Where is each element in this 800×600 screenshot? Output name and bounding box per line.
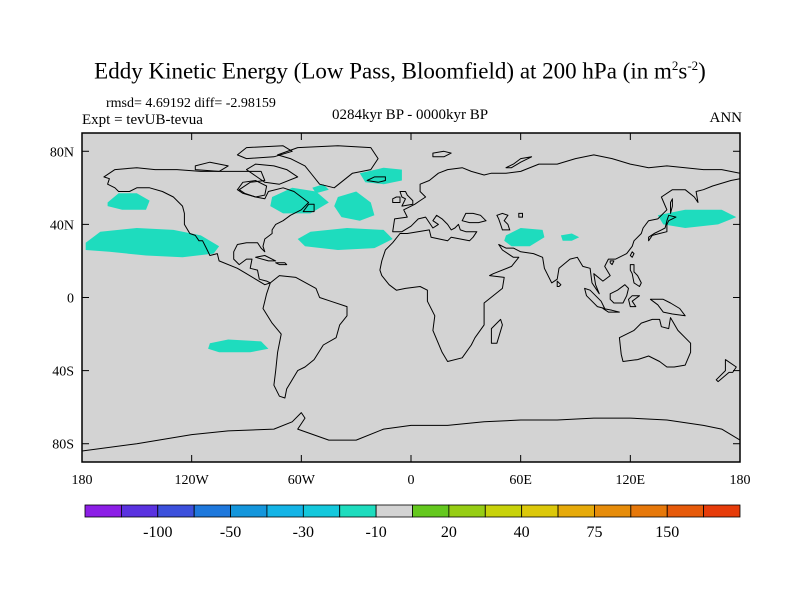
colorbar-box — [448, 504, 486, 518]
colorbar-box — [302, 504, 341, 518]
colorbar-box — [266, 504, 304, 518]
title-mid: s — [678, 58, 688, 84]
coastline-java — [602, 308, 620, 313]
coastline-madagascar — [490, 318, 503, 344]
x-tick-label: 180 — [730, 473, 751, 488]
chart-title: Eddy Kinetic Energy (Low Pass, Bloomfiel… — [0, 58, 800, 85]
coastline-new-guinea — [649, 298, 686, 317]
colorbar-box — [703, 504, 741, 518]
coastline-north-america — [103, 167, 310, 286]
coastline-victoria-island — [194, 161, 229, 172]
colorbar-label: -50 — [220, 524, 241, 541]
colorbar-box — [339, 504, 377, 518]
colorbar-label: -100 — [143, 524, 172, 541]
coastline-newfoundland-island — [302, 203, 315, 213]
colorbar-box — [193, 504, 231, 518]
x-tick-label: 60W — [288, 473, 316, 488]
coastline-novaya-zemlya — [505, 156, 533, 169]
x-tick-label: 120W — [175, 473, 210, 488]
anomaly-region-japan-pacific — [657, 209, 737, 228]
map-panel — [81, 132, 741, 463]
colorbar-box — [375, 504, 413, 518]
colorbar-box — [484, 504, 523, 518]
coastline-ellesmere-island — [236, 145, 293, 160]
y-tick-label: 40N — [50, 218, 74, 233]
anomaly-region-tibet-spot — [560, 233, 580, 241]
colorbar: -100 -50 -30 -10 20 40 75 150 — [84, 504, 741, 541]
coastline-cuba — [255, 255, 277, 262]
colorbar-box — [666, 504, 705, 518]
coastline-black-sea — [461, 212, 487, 224]
y-tick-label: 80N — [50, 145, 74, 160]
stats-text: rmsd= 4.69192 diff= -2.98159 — [106, 96, 276, 111]
coastline-south-america — [262, 275, 348, 399]
coastline-sakhalin — [670, 198, 673, 214]
coastline-japan — [648, 214, 677, 242]
anomaly-region-south-pacific — [208, 339, 269, 353]
y-tick-label: 0 — [67, 292, 74, 307]
season-label: ANN — [709, 110, 743, 126]
coastline-hainan — [609, 260, 615, 266]
coastline-new-zealand — [715, 359, 737, 383]
coastline-eurasia-africa — [379, 154, 740, 362]
x-tick-label: 120E — [616, 473, 646, 488]
coastline-borneo — [609, 284, 629, 304]
x-tick-label: 60E — [509, 473, 532, 488]
coastline-iceland — [366, 176, 386, 183]
x-tick-label: 0 — [408, 473, 415, 488]
coastline-antarctica — [82, 412, 740, 462]
coastline-philippines — [629, 264, 642, 287]
y-tick-label: 40S — [52, 365, 74, 380]
colorbar-label: -10 — [365, 524, 386, 541]
map-axes: 180 120W 60W 0 60E 120E 180 80N 40N 0 40S 80S — [50, 133, 751, 488]
title-sup-2: -2 — [687, 58, 699, 73]
coastline-caspian-sea — [496, 212, 511, 231]
coastline-aral-sea — [518, 212, 523, 218]
colorbar-label: -30 — [293, 524, 314, 541]
anomaly-region-middle-east — [504, 228, 545, 247]
colorbar-box — [594, 504, 632, 518]
period-label: 0284kyr BP - 0000kyr BP — [331, 107, 489, 123]
colorbar-box — [557, 504, 595, 518]
coastline-australia — [618, 317, 692, 368]
colorbar-label: 150 — [655, 524, 679, 541]
anomaly-region-atlantic-band — [297, 228, 393, 250]
colorbar-box — [521, 504, 559, 518]
map-background — [82, 133, 740, 462]
colorbar-box — [412, 504, 450, 518]
coastline-great-britain — [399, 191, 414, 207]
colorbar-box — [230, 504, 268, 518]
experiment-label: Expt = tevUB-tevua — [82, 112, 203, 128]
coastline-ireland — [392, 196, 401, 203]
anomaly-region-norwegian-sea — [359, 167, 402, 185]
anomaly-region-atlantic-spot — [312, 184, 329, 194]
title-main: Eddy Kinetic Energy (Low Pass, Bloomfiel… — [94, 58, 672, 84]
colorbar-label: 40 — [514, 524, 530, 541]
anomaly-region-north-pacific-band — [85, 228, 220, 258]
colorbar-box — [630, 504, 668, 518]
colorbar-label: 75 — [586, 524, 602, 541]
coastline-greenland — [277, 145, 379, 189]
coastline-taiwan — [629, 251, 635, 258]
colorbar-box — [157, 504, 195, 518]
coastline-sri-lanka — [556, 280, 562, 287]
title-end: ) — [698, 58, 706, 84]
coastline-baffin-island — [246, 163, 299, 185]
y-tick-label: 80S — [52, 438, 74, 453]
colorbar-box — [84, 504, 122, 518]
coastline-sulawesi — [628, 295, 640, 308]
colorbar-box — [120, 504, 159, 518]
x-tick-label: 180 — [72, 473, 93, 488]
coastline-hispaniola — [275, 262, 288, 266]
anomaly-region-north-atlantic — [334, 191, 375, 221]
title-sup-1: 2 — [671, 58, 679, 73]
coastline-svalbard — [432, 150, 452, 158]
coastline-hudson-bay — [236, 179, 268, 198]
anomaly-region-north-pacific-west — [107, 193, 150, 210]
colorbar-label: 20 — [441, 524, 457, 541]
